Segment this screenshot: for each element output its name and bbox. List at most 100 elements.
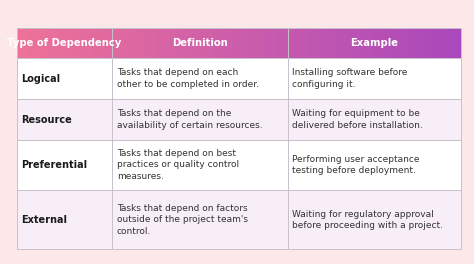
Bar: [19, 28, 21, 58]
Bar: [163, 28, 165, 58]
Bar: [63, 28, 65, 58]
Bar: [321, 28, 323, 58]
Bar: [219, 28, 221, 58]
Bar: [292, 28, 294, 58]
Bar: [458, 28, 461, 58]
Bar: [43, 28, 46, 58]
Bar: [21, 28, 23, 58]
Bar: [214, 28, 217, 58]
Bar: [334, 28, 337, 58]
Bar: [205, 28, 208, 58]
Bar: [147, 28, 150, 58]
Bar: [454, 28, 456, 58]
Bar: [414, 28, 416, 58]
Bar: [314, 28, 316, 58]
Bar: [114, 28, 117, 58]
Bar: [228, 28, 230, 58]
Bar: [250, 28, 252, 58]
Bar: [108, 28, 110, 58]
Bar: [312, 28, 314, 58]
Bar: [174, 28, 176, 58]
Bar: [27, 28, 30, 58]
Bar: [370, 28, 372, 58]
Bar: [279, 28, 281, 58]
Bar: [132, 28, 134, 58]
Text: Example: Example: [350, 38, 398, 48]
Bar: [441, 28, 443, 58]
Bar: [343, 28, 345, 58]
Bar: [399, 28, 401, 58]
Bar: [401, 28, 403, 58]
Bar: [374, 28, 376, 58]
Bar: [294, 28, 296, 58]
Bar: [190, 28, 192, 58]
Bar: [123, 28, 126, 58]
Bar: [232, 28, 234, 58]
Bar: [81, 28, 83, 58]
Bar: [99, 28, 101, 58]
Bar: [52, 28, 55, 58]
Bar: [267, 28, 270, 58]
Bar: [68, 28, 70, 58]
Bar: [350, 28, 352, 58]
Bar: [261, 28, 263, 58]
Bar: [112, 28, 114, 58]
Bar: [152, 28, 154, 58]
Bar: [456, 28, 458, 58]
Bar: [17, 28, 461, 249]
Bar: [274, 28, 276, 58]
Bar: [383, 28, 385, 58]
Bar: [308, 28, 310, 58]
Bar: [92, 28, 94, 58]
Bar: [385, 28, 387, 58]
Bar: [130, 28, 132, 58]
Bar: [165, 28, 168, 58]
Bar: [208, 28, 210, 58]
Bar: [94, 28, 97, 58]
Bar: [17, 99, 461, 140]
Bar: [156, 28, 159, 58]
Bar: [194, 28, 196, 58]
Bar: [272, 28, 274, 58]
Bar: [146, 28, 147, 58]
Bar: [445, 28, 447, 58]
Bar: [50, 28, 52, 58]
Bar: [192, 28, 194, 58]
Bar: [403, 28, 405, 58]
Text: External: External: [21, 215, 67, 225]
Bar: [85, 28, 88, 58]
Bar: [412, 28, 414, 58]
Bar: [283, 28, 285, 58]
Bar: [172, 28, 174, 58]
Text: Tasks that depend on factors
outside of the project team's
control.: Tasks that depend on factors outside of …: [117, 204, 248, 236]
Bar: [105, 28, 108, 58]
Bar: [117, 28, 119, 58]
Bar: [170, 28, 172, 58]
Bar: [59, 28, 61, 58]
Bar: [23, 28, 26, 58]
Bar: [405, 28, 408, 58]
Bar: [46, 28, 48, 58]
Bar: [159, 28, 161, 58]
Bar: [288, 28, 290, 58]
Bar: [141, 28, 143, 58]
Bar: [285, 28, 288, 58]
Bar: [270, 28, 272, 58]
Bar: [256, 28, 259, 58]
Bar: [36, 28, 39, 58]
Bar: [332, 28, 334, 58]
Bar: [221, 28, 223, 58]
Bar: [48, 28, 50, 58]
Bar: [432, 28, 434, 58]
Bar: [65, 28, 68, 58]
Bar: [347, 28, 350, 58]
Bar: [367, 28, 370, 58]
Bar: [137, 28, 139, 58]
Bar: [121, 28, 123, 58]
Bar: [372, 28, 374, 58]
Bar: [303, 28, 305, 58]
Bar: [354, 28, 356, 58]
Bar: [88, 28, 90, 58]
Text: Performing user acceptance
testing before deployment.: Performing user acceptance testing befor…: [292, 155, 420, 175]
Bar: [103, 28, 105, 58]
